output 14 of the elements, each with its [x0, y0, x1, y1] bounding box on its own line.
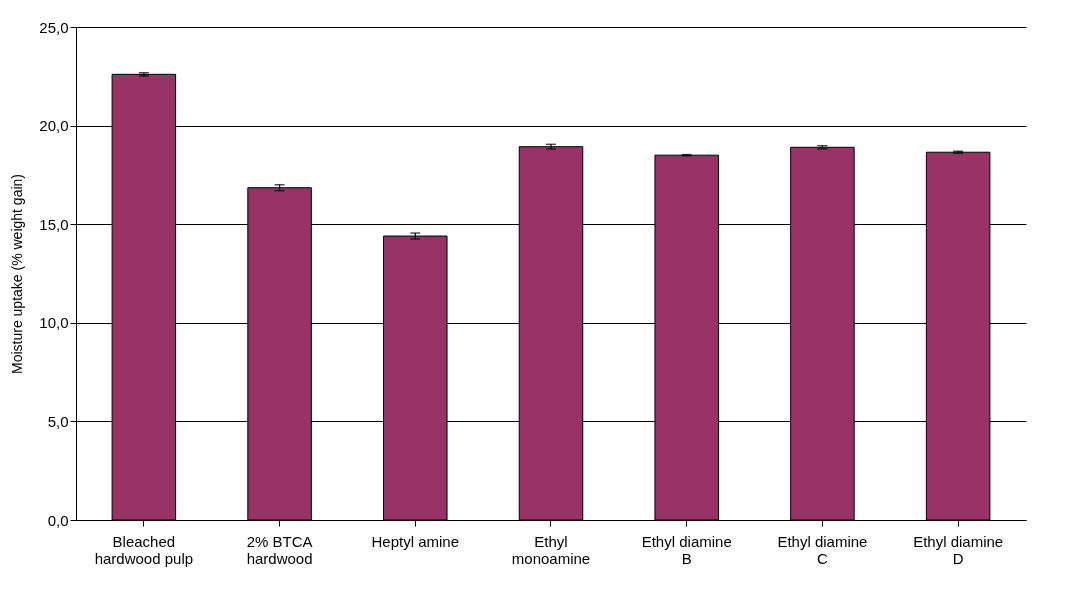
y-tick-label: 0,0	[47, 511, 69, 529]
x-tick-label: Ethyl diamine D	[913, 532, 1004, 567]
y-axis-title: Moisture uptake (% weight gain)	[9, 174, 26, 374]
x-tick-label: Ethyl monoamine	[511, 532, 591, 567]
y-tick-label: 15,0	[39, 215, 69, 233]
x-tick-label: Heptyl amine	[371, 532, 460, 550]
x-tick-label: 2% BTCA hardwood	[246, 532, 313, 567]
x-tick-label: Ethyl diamine B	[641, 532, 732, 567]
y-tick-label: 10,0	[39, 314, 69, 332]
y-tick-label: 5,0	[47, 412, 69, 430]
y-tick-label: 20,0	[39, 117, 69, 135]
y-tick-label: 25,0	[39, 18, 69, 36]
x-tick-label: Bleached hardwood pulp	[94, 532, 194, 567]
x-tick-label: Ethyl diamine C	[777, 532, 868, 567]
